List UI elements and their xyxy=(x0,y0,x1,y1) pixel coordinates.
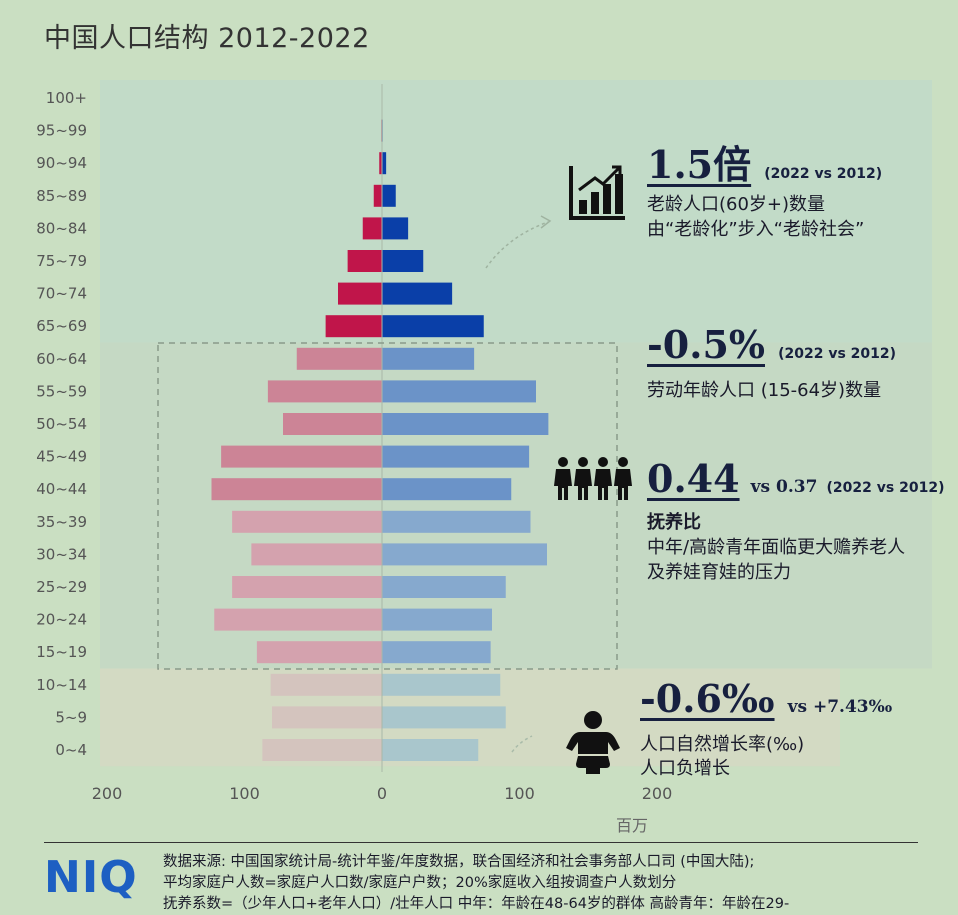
y-tick-label: 80~84 xyxy=(36,219,87,237)
bar-male-60~64 xyxy=(382,347,475,370)
curved-arrow-decoration xyxy=(485,221,549,269)
y-tick-label: 35~39 xyxy=(36,513,87,531)
bar-female-20~24 xyxy=(214,608,382,631)
footer-source-line1: 数据来源: 中国国家统计局-统计年鉴/年度数据，联合国经济和社会事务部人口司 (… xyxy=(163,854,755,870)
bar-male-10~14 xyxy=(382,673,501,696)
x-axis-label: 百万 xyxy=(616,816,648,835)
y-tick-label: 10~14 xyxy=(36,676,87,694)
dependency-compare: (2022 vs 2012) xyxy=(826,480,945,496)
page-title: 中国人口结构 2012-2022 xyxy=(44,23,370,54)
bar-female-45~49 xyxy=(221,445,382,468)
niq-logo: NIQ xyxy=(44,852,138,903)
population-pyramid-chart: 100+ 95~99 90~94 85~89 80~84 75~79 70~74 65~69 6… xyxy=(36,80,932,835)
bar-male-50~54 xyxy=(382,413,549,435)
bar-female-65~69 xyxy=(325,315,382,338)
y-tick-label: 95~99 xyxy=(36,122,87,140)
y-tick-label: 70~74 xyxy=(36,285,87,303)
bar-male-30~34 xyxy=(382,543,547,566)
x-tick-label: 100 xyxy=(229,784,260,803)
small-arrow-decoration xyxy=(511,735,533,753)
bar-male-75~79 xyxy=(382,250,424,272)
aging-compare: (2022 vs 2012) xyxy=(764,166,883,182)
y-tick-label: 30~34 xyxy=(36,545,87,563)
bar-male-0~4 xyxy=(382,739,479,761)
bar-male-15~19 xyxy=(382,641,491,664)
footer-divider xyxy=(44,842,918,843)
birth-line2: 人口负增长 xyxy=(640,758,730,779)
arrow-head-decoration xyxy=(540,215,552,229)
bar-male-90~94 xyxy=(382,152,387,175)
labor-annotation: -0.5% (2022 vs 2012) 劳动年龄人口 (15-64岁)数量 xyxy=(647,322,897,401)
bar-female-35~39 xyxy=(232,510,382,533)
aging-line2: 由“老龄化”步入“老龄社会” xyxy=(647,219,865,240)
x-tick-label: 200 xyxy=(92,784,123,803)
bar-female-80~84 xyxy=(362,217,382,240)
aging-line1: 老龄人口(60岁+)数量 xyxy=(647,194,826,215)
bar-female-5~9 xyxy=(272,706,382,729)
labor-line1: 劳动年龄人口 (15-64岁)数量 xyxy=(647,380,882,401)
y-tick-label: 65~69 xyxy=(36,317,87,335)
y-tick-label: 60~64 xyxy=(36,350,87,368)
birth-vs: vs +7.43‰ xyxy=(787,697,893,717)
dependency-line1: 中年/高龄青年面临更大赡养老人 xyxy=(647,537,906,558)
bar-female-85~89 xyxy=(373,184,382,207)
y-tick-label: 15~19 xyxy=(36,643,87,661)
working-age-dashed-box xyxy=(157,342,618,670)
footer-source-line3: 抚养系数=（少年人口+老年人口）/壮年人口 中年：年龄在48-64岁的群体 高龄… xyxy=(163,896,790,912)
bar-female-75~79 xyxy=(347,250,382,272)
bar-male-20~24 xyxy=(382,608,492,631)
band-elderly xyxy=(100,80,932,343)
bar-female-25~29 xyxy=(232,576,382,598)
y-tick-label: 90~94 xyxy=(36,154,87,172)
birth-value: -0.6‰ xyxy=(640,676,775,721)
bar-female-0~4 xyxy=(262,739,382,761)
y-tick-label: 20~24 xyxy=(36,611,87,629)
bar-female-90~94 xyxy=(379,152,382,175)
footer-source-line2: 平均家庭户人数=家庭户人口数/家庭户户数；20%家庭收入组按调查户人数划分 xyxy=(163,875,677,891)
x-tick-label: 200 xyxy=(642,784,673,803)
bar-male-55~59 xyxy=(382,380,536,403)
bar-female-55~59 xyxy=(267,380,382,403)
y-tick-label: 40~44 xyxy=(36,480,87,498)
bar-female-50~54 xyxy=(283,413,382,435)
birth-line1: 人口自然增长率(‰) xyxy=(640,734,805,755)
dependency-value: 0.44 xyxy=(647,456,740,501)
bar-female-70~74 xyxy=(338,282,382,305)
bar-male-35~39 xyxy=(382,510,531,533)
bar-male-65~69 xyxy=(382,315,484,338)
y-tick-label: 100+ xyxy=(46,89,87,107)
bar-male-70~74 xyxy=(382,282,453,305)
aging-value: 1.5倍 xyxy=(647,142,752,187)
bar-female-15~19 xyxy=(256,641,382,664)
x-tick-label: 100 xyxy=(504,784,535,803)
bar-male-45~49 xyxy=(382,445,530,468)
y-tick-label: 0~4 xyxy=(55,741,87,759)
bar-female-10~14 xyxy=(270,673,382,696)
y-tick-label: 55~59 xyxy=(36,382,87,400)
bar-male-80~84 xyxy=(382,217,409,240)
bar-male-40~44 xyxy=(382,478,512,501)
family-icon xyxy=(554,457,632,500)
y-tick-label: 45~49 xyxy=(36,448,87,466)
labor-compare: (2022 vs 2012) xyxy=(778,346,897,362)
dependency-vs: vs 0.37 xyxy=(750,477,818,497)
bar-female-60~64 xyxy=(296,347,382,370)
dependency-line2: 及养娃育娃的压力 xyxy=(647,562,791,583)
labor-value: -0.5% xyxy=(647,322,765,367)
bar-female-30~34 xyxy=(251,543,382,566)
bar-male-25~29 xyxy=(382,576,506,598)
bar-chart-growth-icon xyxy=(569,165,625,220)
bar-male-85~89 xyxy=(382,184,396,207)
baby-icon xyxy=(566,711,620,774)
x-tick-label: 0 xyxy=(377,784,387,803)
y-tick-label: 75~79 xyxy=(36,252,87,270)
y-tick-label: 85~89 xyxy=(36,187,87,205)
dependency-label: 抚养比 xyxy=(647,512,701,533)
y-tick-label: 5~9 xyxy=(55,708,87,726)
bar-female-40~44 xyxy=(211,478,382,501)
y-tick-label: 50~54 xyxy=(36,415,87,433)
bar-male-5~9 xyxy=(382,706,506,729)
y-tick-label: 25~29 xyxy=(36,578,87,596)
